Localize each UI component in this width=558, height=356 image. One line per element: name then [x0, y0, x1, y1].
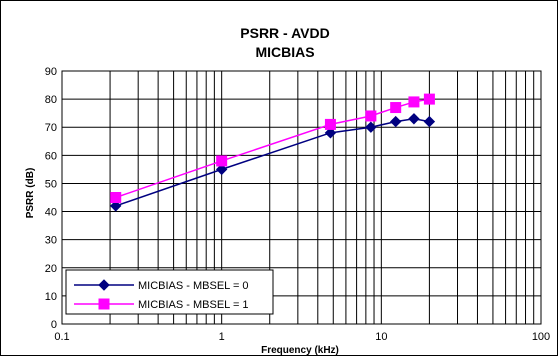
y-tick-label: 40	[45, 207, 57, 219]
y-tick-label: 10	[45, 291, 57, 303]
legend-entry-0: MICBIAS - MBSEL = 0	[74, 279, 249, 292]
series-line	[115, 98, 430, 199]
series-line	[115, 118, 430, 207]
y-tick-label: 20	[45, 263, 57, 275]
data-point	[423, 93, 435, 105]
x-tick-label: 10	[375, 331, 387, 343]
series-1	[110, 93, 435, 203]
data-point	[215, 163, 228, 176]
chart-subtitle: MICBIAS	[255, 44, 314, 60]
data-point	[110, 200, 122, 212]
y-tick-label: 90	[45, 66, 57, 78]
series-0	[110, 113, 436, 212]
data-point	[324, 118, 336, 130]
x-tick-label: 1	[219, 331, 225, 343]
y-tick-label: 60	[45, 150, 57, 162]
plot-area	[61, 70, 542, 325]
legend-label: MICBIAS - MBSEL = 1	[138, 299, 249, 311]
y-tick-label: 0	[51, 319, 57, 331]
data-point	[216, 155, 228, 167]
data-point	[390, 102, 402, 114]
data-point	[408, 113, 420, 125]
data-point	[110, 192, 122, 203]
x-tick-label: 100	[532, 331, 550, 343]
data-point	[389, 115, 402, 128]
data-point	[408, 96, 420, 108]
data-point	[324, 127, 337, 139]
y-axis-label: PSRR (dB)	[25, 168, 36, 219]
data-point	[365, 110, 377, 122]
y-tick-label: 80	[45, 94, 57, 106]
legend-entry-1: MICBIAS - MBSEL = 1	[74, 298, 249, 311]
legend-marker	[98, 298, 110, 310]
y-tick-label: 50	[45, 178, 57, 190]
legend-marker	[98, 279, 110, 291]
chart-title: PSRR - AVDD	[240, 25, 329, 41]
data-point	[423, 115, 436, 128]
y-tick-label: 30	[45, 235, 57, 247]
tick-labels: 0 10 20 30 40 50 60 70 80 90 0.1 1 10 100	[45, 66, 550, 343]
x-axis-label: Frequency (kHz)	[261, 345, 339, 356]
y-tick-label: 70	[45, 122, 57, 134]
legend-label: MICBIAS - MBSEL = 0	[138, 280, 249, 292]
x-tick-label: 0.1	[54, 331, 69, 343]
data-point	[365, 121, 377, 133]
series	[110, 93, 436, 212]
legend: MICBIAS - MBSEL = 0 MICBIAS - MBSEL = 1	[65, 269, 274, 315]
